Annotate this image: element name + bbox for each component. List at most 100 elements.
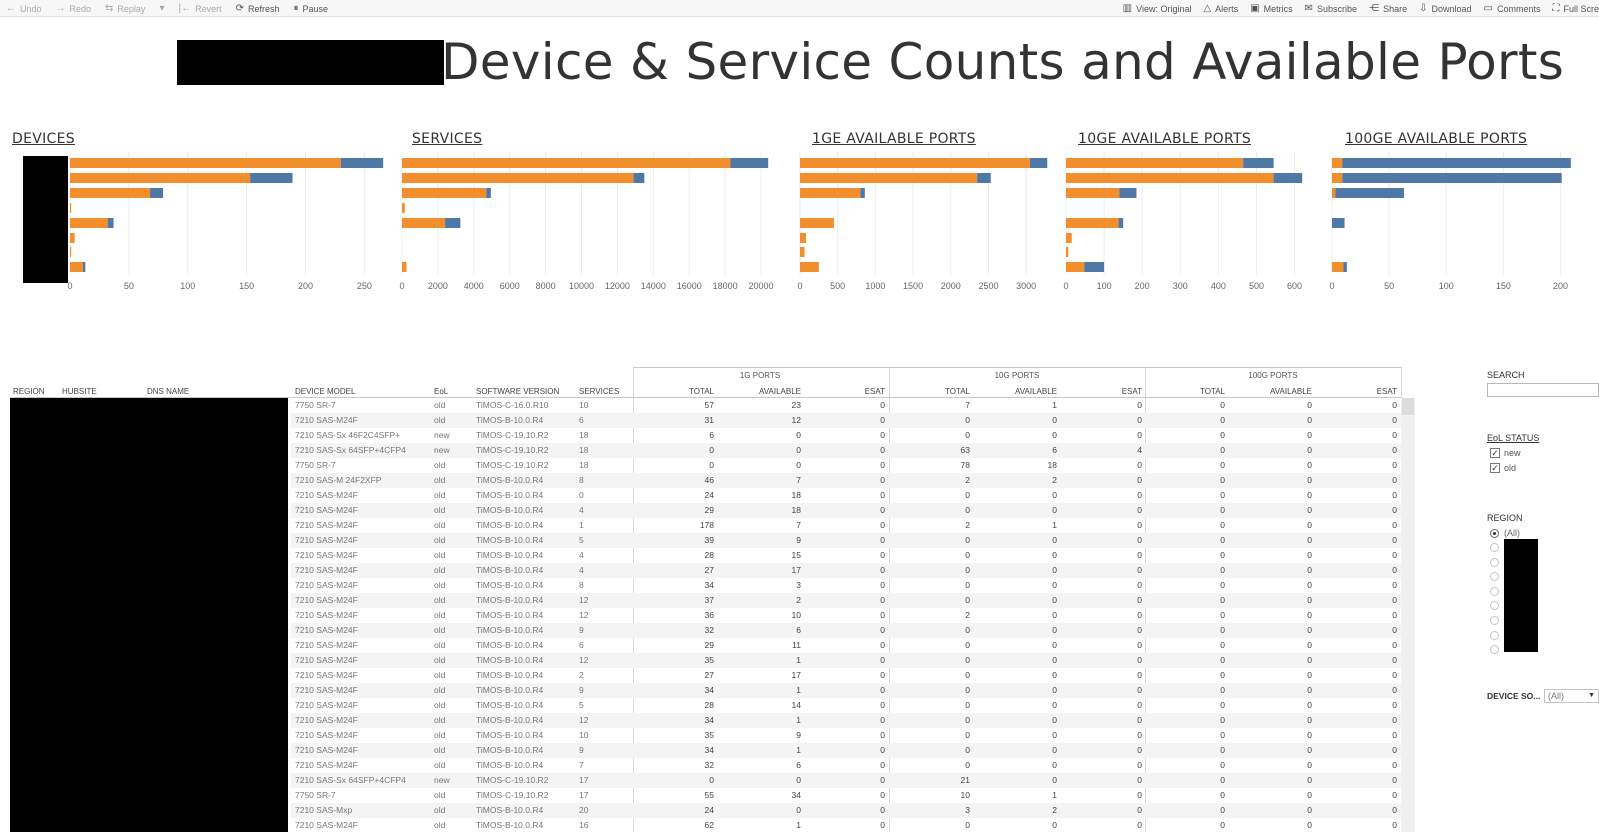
col-region[interactable]: REGION — [13, 387, 45, 396]
bar-row-3-series-0[interactable] — [70, 203, 72, 213]
bar-row-2-series-0[interactable] — [1066, 188, 1120, 198]
col-100g-esat[interactable]: ESAT — [1376, 387, 1397, 396]
table-row[interactable]: 7210 SAS-M24F old TiMOS-B-10.0.R4 9 34 1 0 0 0 0 0… — [291, 743, 1401, 758]
toolbar-pause-button[interactable]: ⏸ Pause — [294, 3, 329, 14]
bar-row-7-series-1[interactable] — [82, 262, 86, 272]
bar-row-1-series-0[interactable] — [70, 173, 251, 183]
bar-row-4-series-0[interactable] — [402, 218, 446, 228]
region-radio-all[interactable] — [1490, 529, 1499, 538]
table-row[interactable]: 7210 SAS-M24F old TiMOS-B-10.0.R4 12 36 10 0 2 0… — [291, 608, 1401, 623]
region-radio-option[interactable] — [1490, 601, 1499, 611]
table-row[interactable]: 7210 SAS-Sx 64SFP+4CFP4 new TiMOS-C-19.10.… — [291, 773, 1401, 788]
table-row[interactable]: 7210 SAS-M24F old TiMOS-B-10.0.R4 4 29 18 0 0 0 0… — [291, 503, 1401, 518]
region-radio-option[interactable] — [1490, 630, 1499, 640]
scroll-thumb[interactable] — [1402, 398, 1414, 415]
table-row[interactable]: 7750 SR-7 old TiMOS-C-19.10.R2 18 0 0 0 78 18 0 0 0… — [291, 458, 1401, 473]
bar-row-7-series-0[interactable] — [1332, 262, 1344, 272]
table-row[interactable]: 7750 SR-7 old TiMOS-C-19.10.R2 17 55 34 0 10 1 0 0… — [291, 788, 1401, 803]
bar-row-7-series-0[interactable] — [70, 262, 83, 272]
bar-row-1-series-1[interactable] — [1342, 173, 1562, 183]
table-row[interactable]: 7210 SAS-Sx 46F2C4SFP+ new TiMOS-C-19.10.R… — [291, 428, 1401, 443]
table-row[interactable]: 7210 SAS-Mxp old TiMOS-B-10.0.R4 20 24 0 0 3 2 0 0… — [291, 803, 1401, 818]
col-100g-total[interactable]: TOTAL — [1199, 387, 1225, 396]
table-row[interactable]: 7210 SAS-M24F old TiMOS-B-10.0.R4 12 34 1 0 0 0 0… — [291, 713, 1401, 728]
toolbar-redo-button[interactable]: → Redo — [56, 3, 92, 14]
bar-row-2-series-0[interactable] — [70, 188, 151, 198]
bar-row-6-series-0[interactable] — [70, 247, 72, 257]
bar-row-0-series-0[interactable] — [70, 158, 341, 168]
col-device-model[interactable]: DEVICE MODEL — [295, 387, 356, 396]
region-radio-option[interactable] — [1490, 557, 1499, 567]
bar-row-2-series-1[interactable] — [860, 188, 865, 198]
bar-row-4-series-1[interactable] — [1118, 218, 1124, 228]
toolbar-undo-button[interactable]: ← Undo — [6, 3, 42, 14]
col-100g-available[interactable]: AVAILABLE — [1270, 387, 1312, 396]
device-software-dropdown[interactable]: (All) ▼ — [1544, 689, 1599, 703]
table-row[interactable]: 7210 SAS-M24F old TiMOS-B-10.0.R4 9 34 1 0 0 0 0 0… — [291, 683, 1401, 698]
toolbar-dropdown-button[interactable]: ▾ — [159, 3, 164, 14]
region-radio-option[interactable] — [1490, 572, 1499, 582]
toolbar-metrics-button[interactable]: ▣ Metrics — [1250, 3, 1292, 14]
bar-row-4-series-0[interactable] — [800, 218, 834, 228]
region-radio-option[interactable] — [1490, 543, 1499, 552]
table-row[interactable]: 7210 SAS-M24F old TiMOS-B-10.0.R4 1 178 7 0 2 1 0… — [291, 518, 1401, 533]
table-row[interactable]: 7210 SAS-M24F old TiMOS-B-10.0.R4 5 39 9 0 0 0 0 0… — [291, 533, 1401, 548]
bar-row-2-series-0[interactable] — [1332, 188, 1336, 198]
toolbar-comments-button[interactable]: ▭ Comments — [1484, 3, 1541, 14]
col-1g-total[interactable]: TOTAL — [688, 387, 714, 396]
toolbar-full-scre-button[interactable]: ⛶ Full Scre — [1552, 3, 1599, 14]
bar-row-3-series-0[interactable] — [402, 203, 405, 213]
eol-checkbox-old[interactable]: ✓ old — [1490, 463, 1516, 473]
bar-row-7-series-0[interactable] — [1066, 262, 1085, 272]
table-row[interactable]: 7210 SAS-M24F old TiMOS-B-10.0.R4 6 31 12 0 0 0 0… — [291, 413, 1401, 428]
table-scrollbar[interactable] — [1401, 398, 1415, 832]
toolbar-replay-button[interactable]: ⇆ Replay — [105, 3, 145, 14]
table-row[interactable]: 7210 SAS-M24F old TiMOS-B-10.0.R4 4 27 17 0 0 0 0… — [291, 563, 1401, 578]
bar-row-1-series-0[interactable] — [1332, 173, 1343, 183]
bar-row-2-series-1[interactable] — [1335, 188, 1404, 198]
eol-checkbox-new[interactable]: ✓ new — [1490, 448, 1521, 458]
col-dns-name[interactable]: DNS NAME — [147, 387, 190, 396]
table-row[interactable]: 7750 SR-7 old TiMOS-C-16.0.R10 10 57 23 0 7 1 0 0 0… — [291, 398, 1401, 413]
table-row[interactable]: 7210 SAS-M24F old TiMOS-B-10.0.R4 2 27 17 0 0 0 0… — [291, 668, 1401, 683]
bar-row-2-series-0[interactable] — [402, 188, 487, 198]
table-row[interactable]: 7210 SAS-M24F old TiMOS-B-10.0.R4 8 34 3 0 0 0 0 0… — [291, 578, 1401, 593]
bar-row-1-series-1[interactable] — [633, 173, 645, 183]
col-software-version[interactable]: SOFTWARE VERSION — [476, 387, 560, 396]
table-row[interactable]: 7210 SAS-M24F old TiMOS-B-10.0.R4 6 29 11 0 0 0 0… — [291, 638, 1401, 653]
col-1g-available[interactable]: AVAILABLE — [759, 387, 801, 396]
check-icon[interactable]: ✓ — [1490, 448, 1500, 458]
bar-row-0-series-1[interactable] — [1342, 158, 1571, 168]
bar-row-4-series-1[interactable] — [1332, 218, 1345, 228]
bar-row-2-series-1[interactable] — [150, 188, 164, 198]
col-10g-esat[interactable]: ESAT — [1121, 387, 1142, 396]
table-row[interactable]: 7210 SAS-M24F old TiMOS-B-10.0.R4 12 37 2 0 0 0 0… — [291, 593, 1401, 608]
bar-row-4-series-0[interactable] — [1066, 218, 1119, 228]
table-row[interactable]: 7210 SAS-M24F old TiMOS-B-10.0.R4 4 28 15 0 0 0 0… — [291, 548, 1401, 563]
table-row[interactable]: 7210 SAS-M24F old TiMOS-B-10.0.R4 16 62 1 0 0 0 0… — [291, 818, 1401, 832]
bar-row-0-series-0[interactable] — [1332, 158, 1343, 168]
bar-row-7-series-0[interactable] — [800, 262, 819, 272]
table-row[interactable]: 7210 SAS-Sx 64SFP+4CFP4 new TiMOS-C-19.10.… — [291, 443, 1401, 458]
toolbar-revert-button[interactable]: |← Revert — [178, 3, 221, 14]
bar-row-0-series-0[interactable] — [800, 158, 1030, 168]
table-row[interactable]: 7210 SAS-M24F old TiMOS-B-10.0.R4 5 28 14 0 0 0 0… — [291, 698, 1401, 713]
col-services[interactable]: SERVICES — [579, 387, 620, 396]
bar-row-5-series-0[interactable] — [800, 233, 807, 243]
table-row[interactable]: 7210 SAS-M24F old TiMOS-B-10.0.R4 12 35 1 0 0 0 0… — [291, 653, 1401, 668]
bar-row-7-series-1[interactable] — [1343, 262, 1347, 272]
bar-row-0-series-1[interactable] — [1243, 158, 1274, 168]
bar-row-0-series-1[interactable] — [1029, 158, 1048, 168]
bar-row-1-series-0[interactable] — [402, 173, 634, 183]
bar-row-5-series-0[interactable] — [1066, 233, 1072, 243]
bar-row-6-series-0[interactable] — [800, 247, 805, 257]
table-row[interactable]: 7210 SAS-M24F old TiMOS-B-10.0.R4 10 35 9 0 0 0 0… — [291, 728, 1401, 743]
toolbar-alerts-button[interactable]: △ Alerts — [1203, 3, 1238, 14]
col-eol[interactable]: EoL — [434, 387, 449, 396]
bar-row-4-series-1[interactable] — [107, 218, 114, 228]
bar-row-4-series-0[interactable] — [70, 218, 108, 228]
col-10g-available[interactable]: AVAILABLE — [1015, 387, 1057, 396]
bar-row-1-series-1[interactable] — [1273, 173, 1303, 183]
bar-row-7-series-0[interactable] — [402, 262, 407, 272]
col-10g-total[interactable]: TOTAL — [944, 387, 970, 396]
